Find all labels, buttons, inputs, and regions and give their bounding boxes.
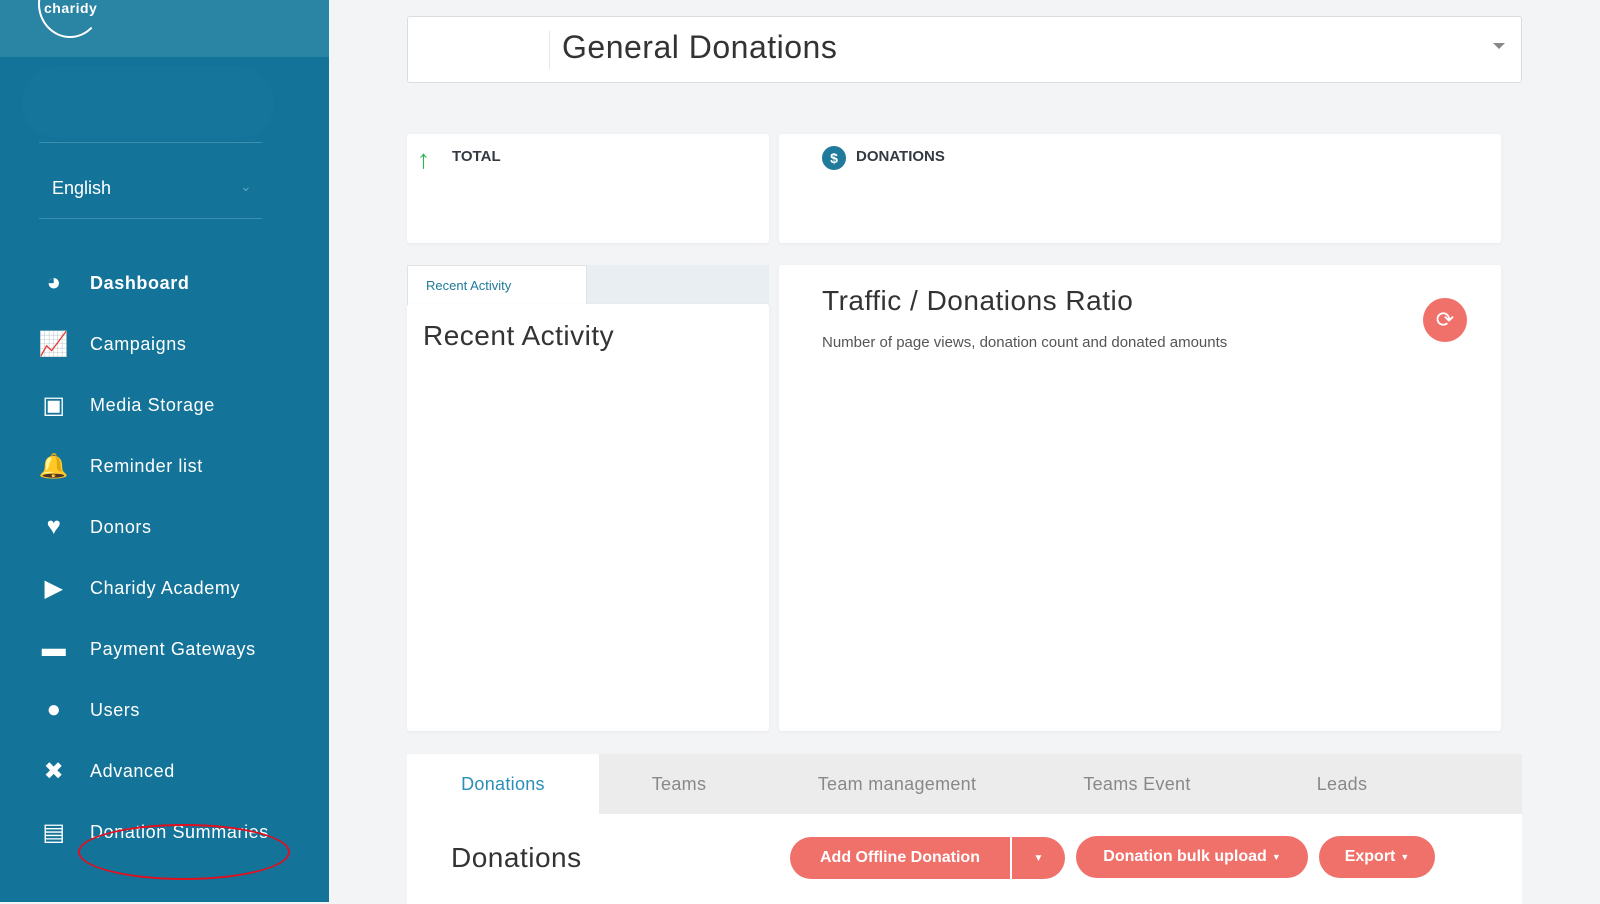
arrow-up-icon: ↑ xyxy=(417,144,430,174)
sidebar-item-campaigns[interactable]: 📈 Campaigns xyxy=(38,324,186,364)
donations-card: $ DONATIONS xyxy=(779,134,1501,243)
profile-placeholder xyxy=(22,66,274,138)
tabs: Donations Teams Team management Teams Ev… xyxy=(407,754,1522,814)
tab-teams[interactable]: Teams xyxy=(651,773,707,794)
tab-teams-event[interactable]: Teams Event xyxy=(1083,773,1191,794)
sidebar-item-media-storage[interactable]: ▣ Media Storage xyxy=(38,385,215,425)
sidebar-item-reminder-list[interactable]: 🔔 Reminder list xyxy=(38,446,203,486)
traffic-subtitle: Number of page views, donation count and… xyxy=(822,334,1228,351)
button-label: Export xyxy=(1344,848,1396,865)
sidebar-item-label: Reminder list xyxy=(90,455,203,476)
add-offline-donation-button[interactable]: Add Offline Donation xyxy=(790,837,1010,879)
credit-card-icon: ▬ xyxy=(41,635,67,662)
refresh-icon[interactable]: ⟳ xyxy=(1423,298,1467,342)
speedometer-icon: ◕ xyxy=(46,269,62,296)
academy-video-icon: ▶ xyxy=(44,574,64,602)
total-card: ↑ TOTAL xyxy=(407,134,769,243)
recent-activity-card: Recent Activity xyxy=(407,304,769,731)
caret-down-icon: ▼ xyxy=(1271,852,1281,862)
sidebar-item-label: Donors xyxy=(90,516,152,537)
sidebar-item-label: Campaigns xyxy=(90,333,187,354)
chevron-down-icon[interactable]: ⌄ xyxy=(240,178,252,194)
campaign-select-value: General Donations xyxy=(562,29,838,65)
campaign-select[interactable]: General Donations xyxy=(407,16,1522,83)
export-button[interactable]: Export ▼ xyxy=(1319,836,1435,878)
add-offline-dropdown-button[interactable]: ▼ xyxy=(1012,837,1065,879)
sidebar-item-advanced[interactable]: ✖ Advanced xyxy=(38,751,175,791)
sidebar-item-label: Users xyxy=(90,699,141,720)
divider xyxy=(549,31,550,69)
dollar-coin-icon: $ xyxy=(822,146,846,170)
sidebar-item-label: Payment Gateways xyxy=(90,638,256,659)
sidebar-item-users[interactable]: ● Users xyxy=(38,690,140,730)
divider xyxy=(39,142,262,143)
main: General Donations ↑ TOTAL $ DONATIONS Re… xyxy=(329,0,1600,904)
total-label: TOTAL xyxy=(452,148,501,165)
sidebar-item-donors[interactable]: ♥ Donors xyxy=(38,507,152,547)
divider xyxy=(39,218,262,219)
tab-leads[interactable]: Leads xyxy=(1316,773,1368,794)
sidebar-item-label: Media Storage xyxy=(90,394,215,415)
donor-heart-icon: ♥ xyxy=(46,513,62,540)
language-select[interactable]: English xyxy=(52,178,112,198)
traffic-title: Traffic / Donations Ratio xyxy=(822,285,1134,316)
sidebar-item-dashboard[interactable]: ◕ Dashboard xyxy=(38,263,189,303)
sidebar: charidy English ⌄ ◕ Dashboard 📈 Campaigns … xyxy=(0,0,329,902)
tools-icon: ✖ xyxy=(43,757,65,785)
caret-down-icon[interactable] xyxy=(1493,43,1505,49)
tab-strip xyxy=(587,265,769,305)
logo-text: charidy xyxy=(44,0,98,16)
bell-icon: 🔔 xyxy=(38,452,70,480)
traffic-card: Traffic / Donations Ratio Number of page… xyxy=(779,265,1501,731)
tab-donations[interactable]: Donations xyxy=(407,754,599,814)
donation-bulk-upload-button[interactable]: Donation bulk upload ▼ xyxy=(1076,836,1308,878)
tab-recent-activity[interactable]: Recent Activity xyxy=(407,265,587,305)
donations-panel: Donations Add Offline Donation ▼ Donatio… xyxy=(407,814,1522,904)
caret-down-icon: ▼ xyxy=(1033,852,1044,864)
image-icon: ▣ xyxy=(42,391,66,419)
caret-down-icon: ▼ xyxy=(1400,852,1410,862)
document-icon: ▤ xyxy=(42,818,66,846)
user-icon: ● xyxy=(46,696,62,723)
sidebar-item-label: Charidy Academy xyxy=(90,577,241,598)
recent-activity-title: Recent Activity xyxy=(423,320,615,351)
button-label: Donation bulk upload xyxy=(1103,848,1267,865)
sidebar-item-payment-gateways[interactable]: ▬ Payment Gateways xyxy=(38,629,256,669)
sidebar-item-label: Advanced xyxy=(90,760,175,781)
highlight-circle xyxy=(78,824,290,880)
sidebar-item-label: Dashboard xyxy=(90,272,190,293)
campaign-chart-icon: 📈 xyxy=(38,330,70,358)
sidebar-item-charidy-academy[interactable]: ▶ Charidy Academy xyxy=(38,568,240,608)
donations-title: Donations xyxy=(451,842,582,873)
logo-bar: charidy xyxy=(0,0,329,57)
tab-team-management[interactable]: Team management xyxy=(817,773,977,794)
donations-label: DONATIONS xyxy=(856,148,945,165)
